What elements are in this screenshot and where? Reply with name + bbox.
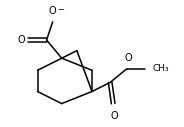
Text: O: O	[17, 35, 25, 45]
Text: O: O	[111, 111, 118, 121]
Text: O: O	[49, 6, 56, 16]
Text: O: O	[125, 53, 132, 64]
Text: CH₃: CH₃	[153, 64, 169, 73]
Text: −: −	[57, 5, 64, 14]
